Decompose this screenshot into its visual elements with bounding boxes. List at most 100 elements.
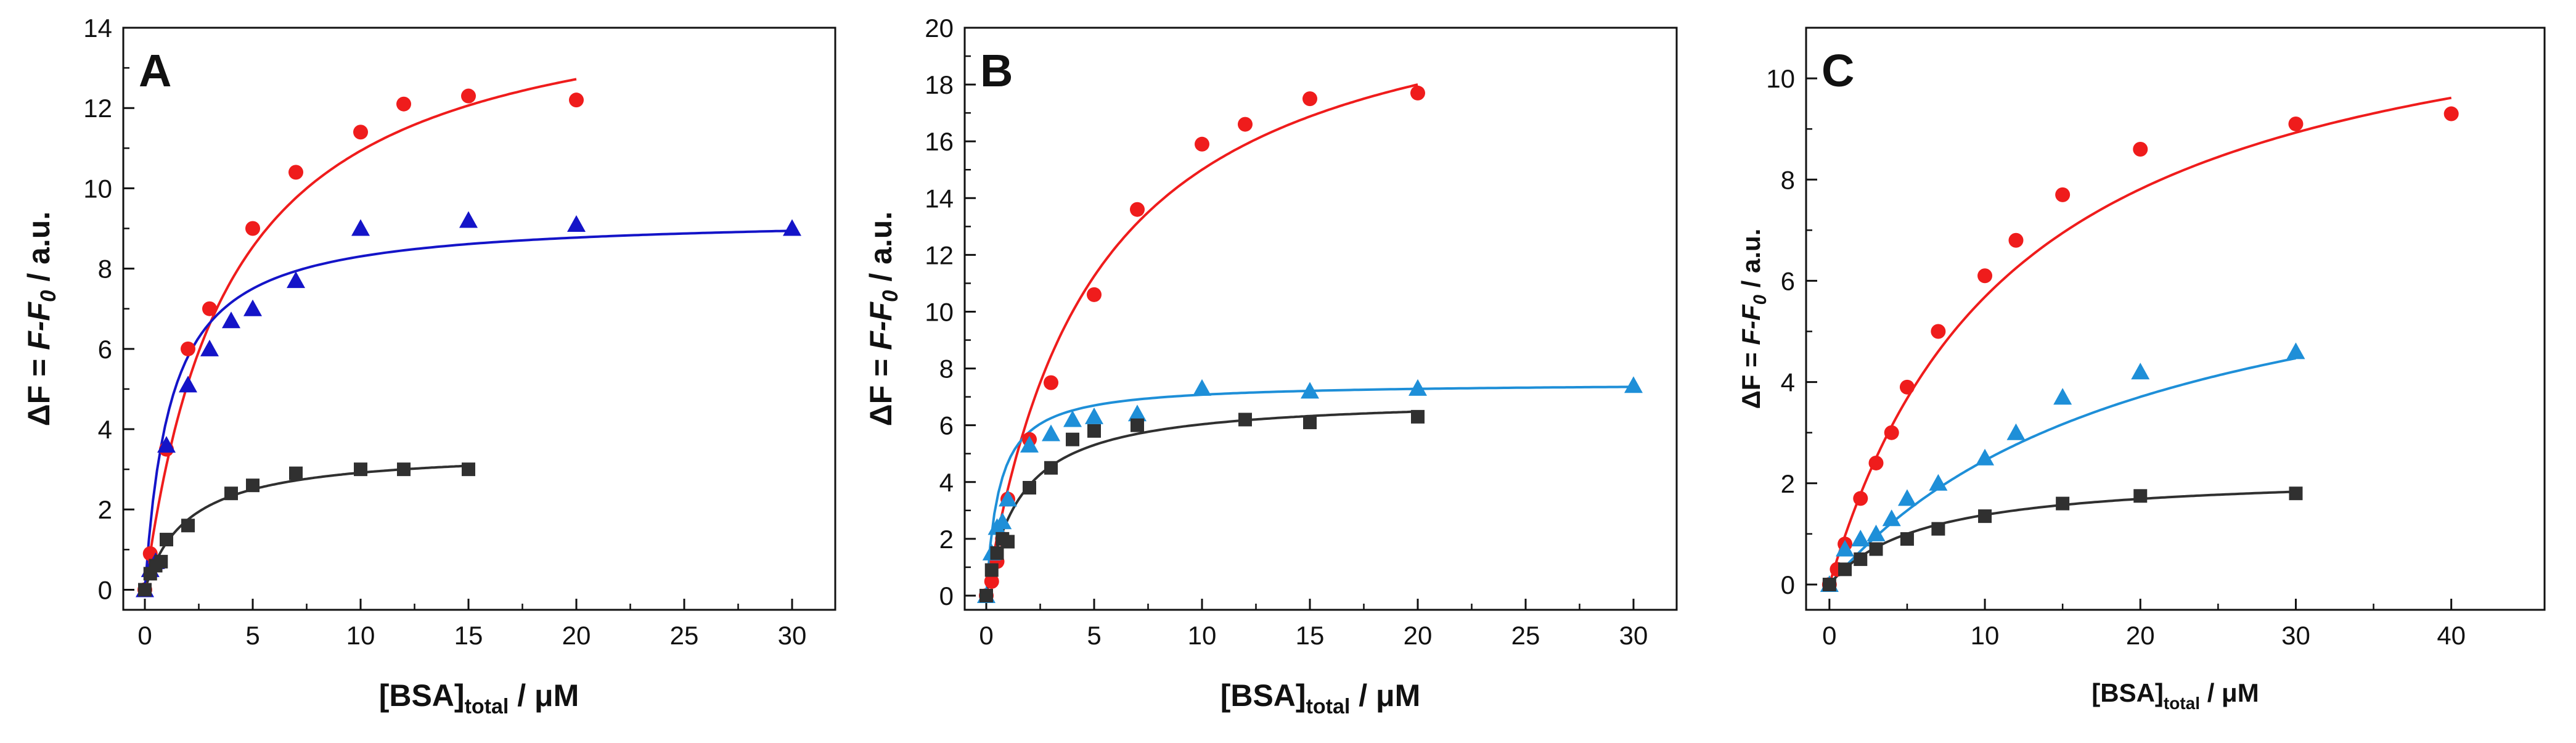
- data-point-blue: [222, 311, 240, 329]
- x-tick-label: 25: [1511, 621, 1540, 650]
- data-point-red: [1410, 85, 1425, 101]
- panel-a: 0 5 10 15 20 25 30 0 2 4 6 8 10 12 14 A [BSA]total / μM Δ…: [22, 14, 836, 718]
- data-point-blue: [1897, 489, 1916, 506]
- x-tick-label: 15: [454, 621, 483, 650]
- y-tick-label: 10: [925, 297, 954, 326]
- data-point-blue: [1085, 407, 1103, 424]
- y-tick-label: 12: [83, 94, 112, 123]
- plot-frame: [1805, 27, 2546, 611]
- data-point-blue: [2131, 363, 2150, 380]
- data-point-black: [138, 583, 152, 597]
- x-tick-label: 25: [670, 621, 699, 650]
- plot-frame: [963, 27, 1678, 611]
- x-tick-label: 0: [137, 621, 152, 650]
- data-point-red: [1977, 268, 1993, 284]
- data-point-black: [1822, 577, 1836, 591]
- y-tick-label: 2: [98, 495, 112, 524]
- data-point-blue: [1976, 448, 1995, 466]
- panel-c: 0 10 20 30 40 0 2 4 6 8 10 C [BSA]total / μM ΔF = F-F…: [1736, 27, 2546, 713]
- data-point-black: [181, 519, 195, 533]
- fit-line-black: [144, 464, 469, 591]
- data-point-red: [181, 341, 195, 356]
- data-point-blue: [1929, 474, 1948, 491]
- data-point-black: [1854, 552, 1868, 566]
- data-point-red: [2055, 187, 2071, 202]
- y-axis-title: ΔF = F-F0 / a.u.: [1736, 229, 1770, 409]
- x-tick-label: 20: [562, 621, 591, 650]
- data-point-red: [202, 301, 217, 316]
- data-point-black: [2289, 486, 2303, 501]
- data-point-red: [1302, 91, 1317, 107]
- y-tick-label: 6: [98, 335, 112, 364]
- data-point-blue: [993, 512, 1012, 530]
- y-tick-label: 8: [1781, 165, 1795, 194]
- data-point-blue: [1409, 379, 1427, 396]
- data-point-black: [1303, 416, 1317, 430]
- y-tick-label: 2: [1781, 469, 1795, 498]
- fit-line-blue: [1828, 357, 2296, 586]
- data-point-black: [1044, 461, 1058, 475]
- data-point-blue: [2006, 423, 2026, 440]
- data-point-red: [353, 125, 368, 140]
- data-point-black: [160, 533, 173, 547]
- data-point-black: [224, 486, 238, 501]
- data-point-red: [2008, 232, 2024, 248]
- data-point-black: [1001, 535, 1015, 549]
- y-tick-label: 6: [1781, 266, 1795, 295]
- y-tick-label: 2: [939, 525, 954, 554]
- y-tick-label: 8: [939, 355, 954, 384]
- data-point-red: [1238, 117, 1253, 132]
- data-point-blue: [1836, 540, 1855, 557]
- y-tick-label: 14: [83, 14, 112, 43]
- data-point-blue: [999, 490, 1017, 507]
- data-point-black: [1869, 542, 1883, 556]
- fit-line-blue: [144, 229, 793, 590]
- y-tick-label: 16: [925, 127, 954, 156]
- panel-label: B: [980, 45, 1013, 96]
- data-point-red: [2133, 142, 2148, 157]
- data-point-blue: [1867, 524, 1886, 541]
- data-point-black: [1087, 424, 1101, 438]
- data-point-black: [1066, 432, 1079, 446]
- data-point-red: [2288, 116, 2304, 131]
- data-point-red: [288, 165, 303, 180]
- data-point-blue: [2286, 342, 2305, 359]
- data-point-blue: [567, 215, 586, 232]
- x-axis-title: [BSA]total / μM: [1221, 678, 1421, 718]
- data-point-red: [396, 96, 411, 112]
- panel-label: A: [139, 45, 171, 96]
- data-point-blue: [243, 299, 262, 316]
- data-point-red: [1853, 491, 1868, 506]
- data-point-black: [354, 462, 367, 477]
- y-axis-title: ΔF = F-F0 / a.u.: [864, 211, 902, 427]
- y-tick-label: 12: [925, 240, 954, 269]
- x-tick-label: 20: [1404, 621, 1433, 650]
- data-point-blue: [1193, 379, 1211, 396]
- data-point-red: [1884, 425, 1899, 440]
- y-tick-label: 18: [925, 70, 954, 99]
- y-tick-label: 4: [939, 468, 954, 497]
- data-point-blue: [459, 211, 478, 228]
- data-point-black: [1238, 413, 1252, 427]
- data-point-red: [1868, 455, 1884, 470]
- fit-line-red: [985, 83, 1418, 596]
- x-tick-label: 10: [346, 621, 375, 650]
- x-tick-label: 10: [1188, 621, 1217, 650]
- data-point-black: [397, 462, 411, 477]
- data-point-red: [461, 88, 476, 104]
- y-tick-label: 10: [1766, 64, 1795, 93]
- data-point-blue: [179, 376, 197, 393]
- fit-line-red: [144, 78, 577, 590]
- data-point-blue: [157, 436, 176, 453]
- data-point-red: [2443, 106, 2459, 121]
- data-point-black: [2056, 496, 2070, 511]
- data-point-blue: [1882, 509, 1901, 527]
- x-tick-label: 5: [1087, 621, 1101, 650]
- x-axis-title: [BSA]total / μM: [2091, 678, 2259, 713]
- y-tick-label: 4: [1781, 368, 1795, 397]
- data-point-blue: [1063, 410, 1082, 427]
- x-tick-label: 0: [1822, 621, 1836, 650]
- x-tick-label: 0: [979, 621, 993, 650]
- x-tick-label: 40: [2437, 621, 2466, 650]
